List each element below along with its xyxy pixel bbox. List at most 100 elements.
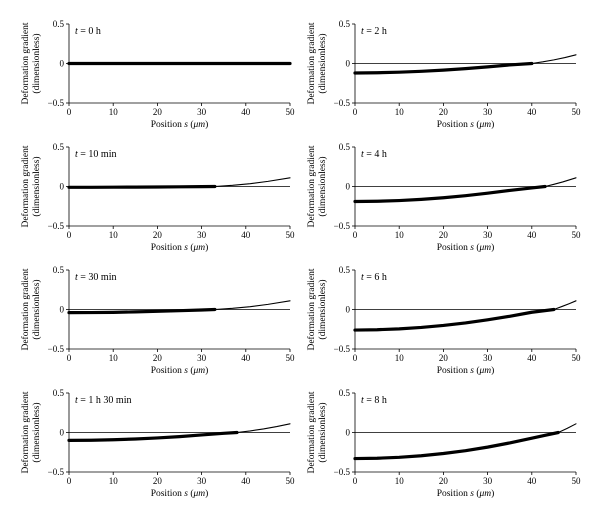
x-tick-label: 40 <box>527 230 537 240</box>
thick-curve-line <box>67 307 217 315</box>
x-tick-label: 20 <box>439 230 449 240</box>
y-tick-label: 0 <box>346 428 351 438</box>
panel-title: t = 6 h <box>361 272 387 283</box>
y-tick-label: 0.5 <box>53 142 65 152</box>
x-tick-label: 50 <box>286 476 296 486</box>
x-tick-label: 30 <box>197 476 207 486</box>
x-axis-title: Position s (μm) <box>437 488 495 499</box>
y-tick-label: 0.5 <box>339 142 351 152</box>
x-axis-title: Position s (μm) <box>437 119 495 130</box>
x-tick-label: 30 <box>483 353 493 363</box>
thick-curve-line <box>67 184 217 189</box>
x-tick-label: 10 <box>395 476 405 486</box>
x-tick-label: 0 <box>67 353 72 363</box>
y-axis-title: Deformation gradient(dimensionless) <box>306 22 328 104</box>
y-axis-title: Deformation gradient(dimensionless) <box>20 22 42 104</box>
y-axis-title: Deformation gradient(dimensionless) <box>306 145 328 227</box>
y-axis-title: Deformation gradient(dimensionless) <box>306 391 328 473</box>
x-tick-label: 30 <box>483 476 493 486</box>
x-tick-label: 30 <box>483 230 493 240</box>
x-tick-label: 50 <box>572 107 582 117</box>
x-tick-label: 0 <box>353 353 358 363</box>
x-tick-label: 30 <box>483 107 493 117</box>
y-tick-label: −0.5 <box>334 344 351 354</box>
y-tick-label: 0 <box>346 305 351 315</box>
thin-curve-line <box>557 423 577 434</box>
y-tick-label: −0.5 <box>48 98 65 108</box>
y-tick-label: 0 <box>60 428 65 438</box>
x-tick-label: 0 <box>67 230 72 240</box>
y-tick-label: 0 <box>60 305 65 315</box>
y-axis-title: Deformation gradient(dimensionless) <box>20 145 42 227</box>
x-tick-label: 10 <box>395 230 405 240</box>
x-tick-label: 20 <box>153 476 163 486</box>
x-tick-label: 20 <box>153 107 163 117</box>
panel-title: t = 1 h 30 min <box>75 395 131 406</box>
thin-curve-line <box>531 54 577 65</box>
x-tick-label: 10 <box>109 107 119 117</box>
y-tick-label: −0.5 <box>48 221 65 231</box>
panel-title: t = 2 h <box>361 26 387 37</box>
x-axis-title: Position s (μm) <box>437 365 495 376</box>
x-tick-label: 0 <box>67 476 72 486</box>
x-tick-label: 40 <box>527 476 537 486</box>
thin-curve-line <box>214 177 291 188</box>
x-tick-label: 50 <box>286 230 296 240</box>
x-tick-label: 40 <box>241 353 251 363</box>
x-tick-label: 50 <box>572 230 582 240</box>
y-tick-label: 0 <box>60 59 65 69</box>
x-tick-label: 40 <box>527 107 537 117</box>
x-tick-label: 20 <box>153 230 163 240</box>
y-tick-label: 0 <box>60 182 65 192</box>
thin-curve-line <box>544 177 577 188</box>
thin-curve-line <box>236 423 291 434</box>
thick-curve-line <box>353 430 560 461</box>
x-tick-label: 0 <box>353 230 358 240</box>
x-tick-label: 10 <box>395 107 405 117</box>
panel-title: t = 8 h <box>361 395 387 406</box>
y-tick-label: 0.5 <box>339 19 351 29</box>
x-tick-label: 40 <box>241 476 251 486</box>
x-tick-label: 0 <box>353 476 358 486</box>
x-tick-label: 20 <box>439 353 449 363</box>
thick-curve-line <box>67 430 239 442</box>
x-axis-title: Position s (μm) <box>151 365 209 376</box>
x-tick-label: 50 <box>286 353 296 363</box>
x-tick-label: 40 <box>241 107 251 117</box>
x-axis-title: Position s (μm) <box>437 242 495 253</box>
y-axis-title: Deformation gradient(dimensionless) <box>306 268 328 350</box>
y-tick-label: −0.5 <box>48 467 65 477</box>
panel-title: t = 0 h <box>75 26 101 37</box>
y-tick-label: −0.5 <box>334 467 351 477</box>
x-tick-label: 10 <box>109 230 119 240</box>
panel-title: t = 4 h <box>361 149 387 160</box>
x-tick-label: 30 <box>197 230 207 240</box>
y-tick-label: 0.5 <box>53 19 65 29</box>
x-axis-title: Position s (μm) <box>151 242 209 253</box>
x-axis-title: Position s (μm) <box>151 488 209 499</box>
x-tick-label: 50 <box>572 353 582 363</box>
x-tick-label: 10 <box>395 353 405 363</box>
y-tick-label: 0.5 <box>339 388 351 398</box>
x-tick-label: 0 <box>353 107 358 117</box>
x-tick-label: 50 <box>572 476 582 486</box>
x-tick-label: 0 <box>67 107 72 117</box>
y-axis-title: Deformation gradient(dimensionless) <box>20 391 42 473</box>
thick-curve-line <box>353 307 556 332</box>
x-tick-label: 20 <box>439 107 449 117</box>
x-axis-title: Position s (μm) <box>151 119 209 130</box>
y-tick-label: 0.5 <box>53 265 65 275</box>
y-tick-label: 0.5 <box>339 265 351 275</box>
y-tick-label: 0 <box>346 182 351 192</box>
x-tick-label: 50 <box>286 107 296 117</box>
x-tick-label: 10 <box>109 476 119 486</box>
